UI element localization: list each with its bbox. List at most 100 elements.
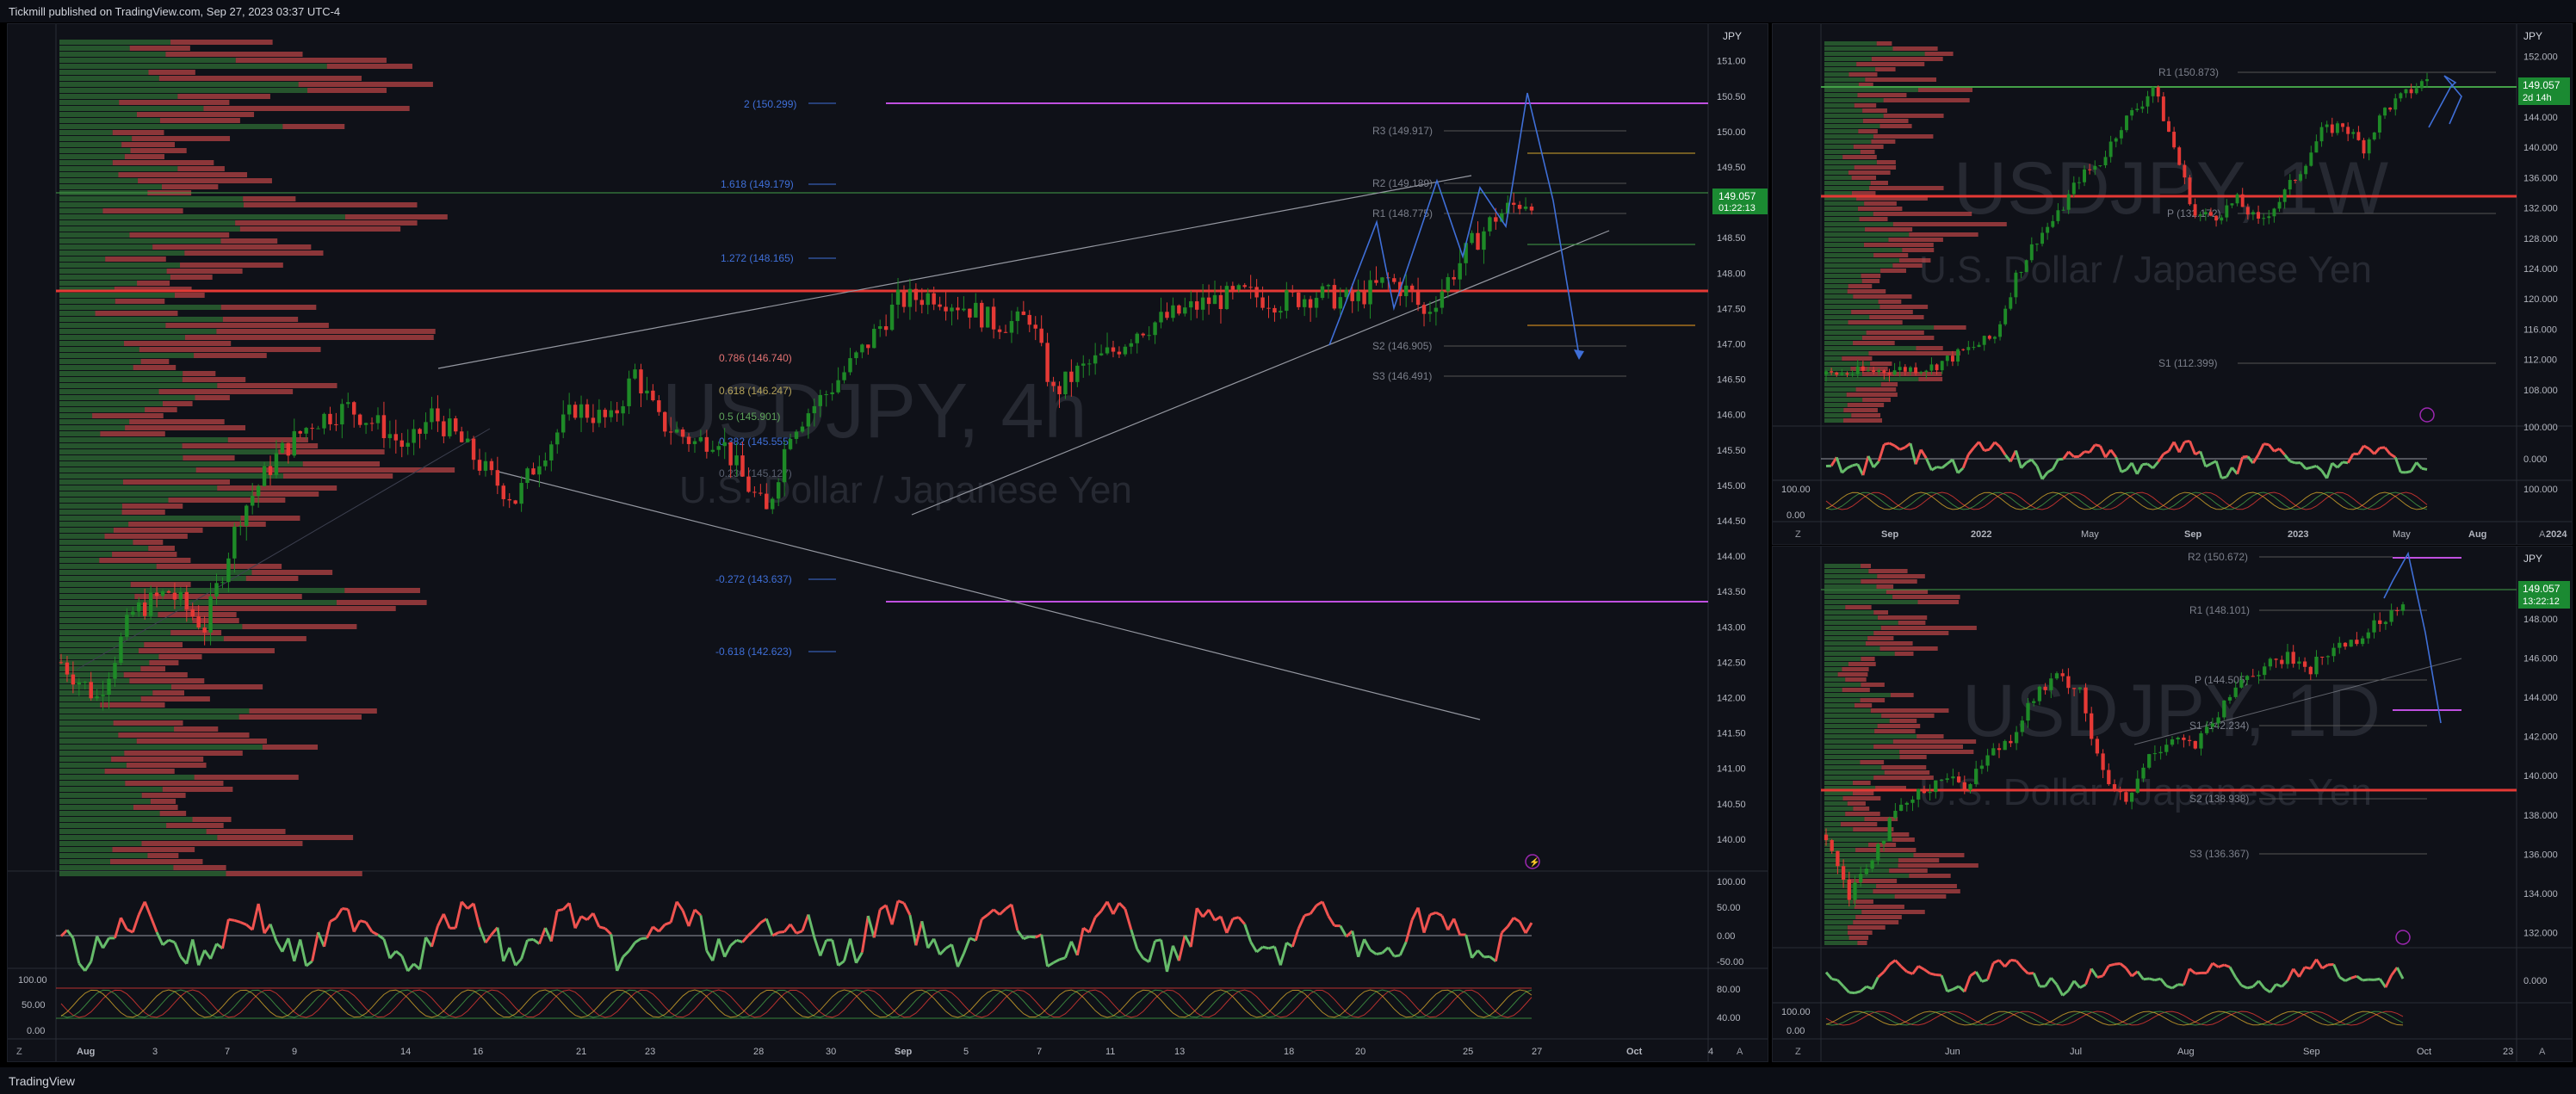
candle-body[interactable]: [501, 485, 506, 499]
candle-body[interactable]: [1924, 370, 1929, 373]
candle-body[interactable]: [1057, 386, 1062, 395]
candle-body[interactable]: [555, 432, 560, 445]
candle-body[interactable]: [2103, 157, 2108, 166]
candle-body[interactable]: [1523, 207, 1528, 209]
candle-body[interactable]: [2235, 194, 2239, 204]
auto-scale-button[interactable]: A: [1737, 1047, 1743, 1057]
candle-body[interactable]: [2309, 152, 2313, 166]
candle-body[interactable]: [346, 402, 350, 405]
candle-body[interactable]: [1859, 874, 1863, 883]
candle-body[interactable]: [615, 410, 619, 414]
candle-body[interactable]: [184, 591, 189, 609]
candle-body[interactable]: [1962, 782, 1966, 790]
candle-body[interactable]: [2146, 96, 2150, 107]
candle-body[interactable]: [1332, 285, 1337, 309]
candle-body[interactable]: [1242, 285, 1247, 287]
candle-body[interactable]: [1939, 780, 1944, 782]
candle-body[interactable]: [172, 592, 177, 600]
candle-body[interactable]: [399, 440, 404, 448]
candle-body[interactable]: [668, 431, 673, 433]
candle-body[interactable]: [1979, 765, 1985, 770]
candle-body[interactable]: [1506, 202, 1510, 213]
candle-body[interactable]: [788, 438, 793, 449]
candle-body[interactable]: [877, 326, 882, 330]
trend-line-down[interactable]: [498, 471, 1481, 720]
daily-chart-panel[interactable]: USDJPY, 1D U.S. Dollar / Japanese Yen JP…: [1772, 546, 2573, 1062]
candle-body[interactable]: [1427, 312, 1433, 314]
candle-body[interactable]: [2119, 130, 2123, 139]
candle-body[interactable]: [1992, 337, 1997, 339]
candle-body[interactable]: [531, 468, 536, 475]
candle-body[interactable]: [1850, 374, 1855, 375]
candle-body[interactable]: [573, 405, 578, 418]
candle-body[interactable]: [2095, 739, 2100, 754]
candle-body[interactable]: [220, 582, 225, 584]
candle-body[interactable]: [1830, 840, 1834, 851]
candle-body[interactable]: [2277, 201, 2282, 209]
candle-body[interactable]: [2280, 659, 2284, 664]
candle-body[interactable]: [944, 306, 948, 312]
zoom-reset-button[interactable]: Z: [16, 1047, 22, 1057]
candle-body[interactable]: [2239, 680, 2244, 688]
candle-body[interactable]: [1835, 372, 1839, 375]
candle-body[interactable]: [2320, 656, 2325, 658]
candle-body[interactable]: [1392, 278, 1396, 282]
candle-body[interactable]: [1982, 336, 1986, 345]
candle-body[interactable]: [1500, 213, 1504, 222]
candle-body[interactable]: [322, 413, 326, 429]
candle-body[interactable]: [2164, 745, 2169, 752]
candle-body[interactable]: [2199, 732, 2203, 749]
candle-body[interactable]: [2024, 260, 2028, 272]
candle-body[interactable]: [442, 421, 446, 436]
candle-body[interactable]: [137, 602, 141, 612]
candle-body[interactable]: [1830, 371, 1834, 373]
candle-body[interactable]: [1254, 287, 1259, 298]
candle-body[interactable]: [734, 455, 739, 466]
candle-body[interactable]: [525, 468, 529, 484]
candle-body[interactable]: [1021, 311, 1026, 315]
candle-body[interactable]: [920, 300, 925, 306]
candle-body[interactable]: [1362, 291, 1366, 305]
candle-body[interactable]: [418, 429, 422, 434]
forecast-path[interactable]: [2428, 75, 2462, 128]
candle-body[interactable]: [2172, 132, 2177, 148]
candle-body[interactable]: [2193, 740, 2197, 749]
lightning-icon[interactable]: [2419, 407, 2435, 423]
candle-body[interactable]: [2362, 139, 2366, 154]
candle-body[interactable]: [1877, 370, 1881, 373]
candle-body[interactable]: [1893, 810, 1898, 819]
candle-body[interactable]: [728, 442, 733, 466]
candle-body[interactable]: [1123, 346, 1128, 355]
candle-body[interactable]: [2388, 108, 2393, 110]
candle-body[interactable]: [107, 678, 111, 695]
candle-body[interactable]: [148, 592, 153, 616]
candle-body[interactable]: [95, 695, 99, 699]
candle-body[interactable]: [2383, 108, 2387, 116]
candle-body[interactable]: [2360, 638, 2365, 645]
candle-body[interactable]: [657, 400, 661, 412]
candle-body[interactable]: [1824, 371, 1828, 375]
candle-body[interactable]: [2170, 739, 2175, 745]
candle-body[interactable]: [603, 410, 608, 417]
candle-body[interactable]: [1177, 305, 1181, 314]
candle-body[interactable]: [2009, 740, 2013, 744]
candle-body[interactable]: [2101, 753, 2105, 770]
candle-body[interactable]: [597, 410, 602, 423]
candle-body[interactable]: [1236, 285, 1242, 290]
candle-body[interactable]: [1171, 305, 1175, 318]
candle-body[interactable]: [2299, 174, 2303, 181]
candle-body[interactable]: [1273, 307, 1277, 313]
candle-body[interactable]: [926, 293, 930, 306]
candle-body[interactable]: [1308, 299, 1313, 308]
candle-body[interactable]: [2003, 308, 2008, 324]
candle-body[interactable]: [633, 369, 637, 379]
candle-body[interactable]: [1291, 290, 1295, 293]
candle-body[interactable]: [2083, 169, 2086, 182]
candle-body[interactable]: [166, 590, 171, 593]
candle-body[interactable]: [471, 438, 476, 460]
candle-body[interactable]: [2263, 666, 2267, 676]
candle-body[interactable]: [2093, 165, 2097, 170]
candle-body[interactable]: [1529, 207, 1534, 211]
candle-body[interactable]: [651, 390, 655, 401]
candle-body[interactable]: [1887, 373, 1892, 375]
